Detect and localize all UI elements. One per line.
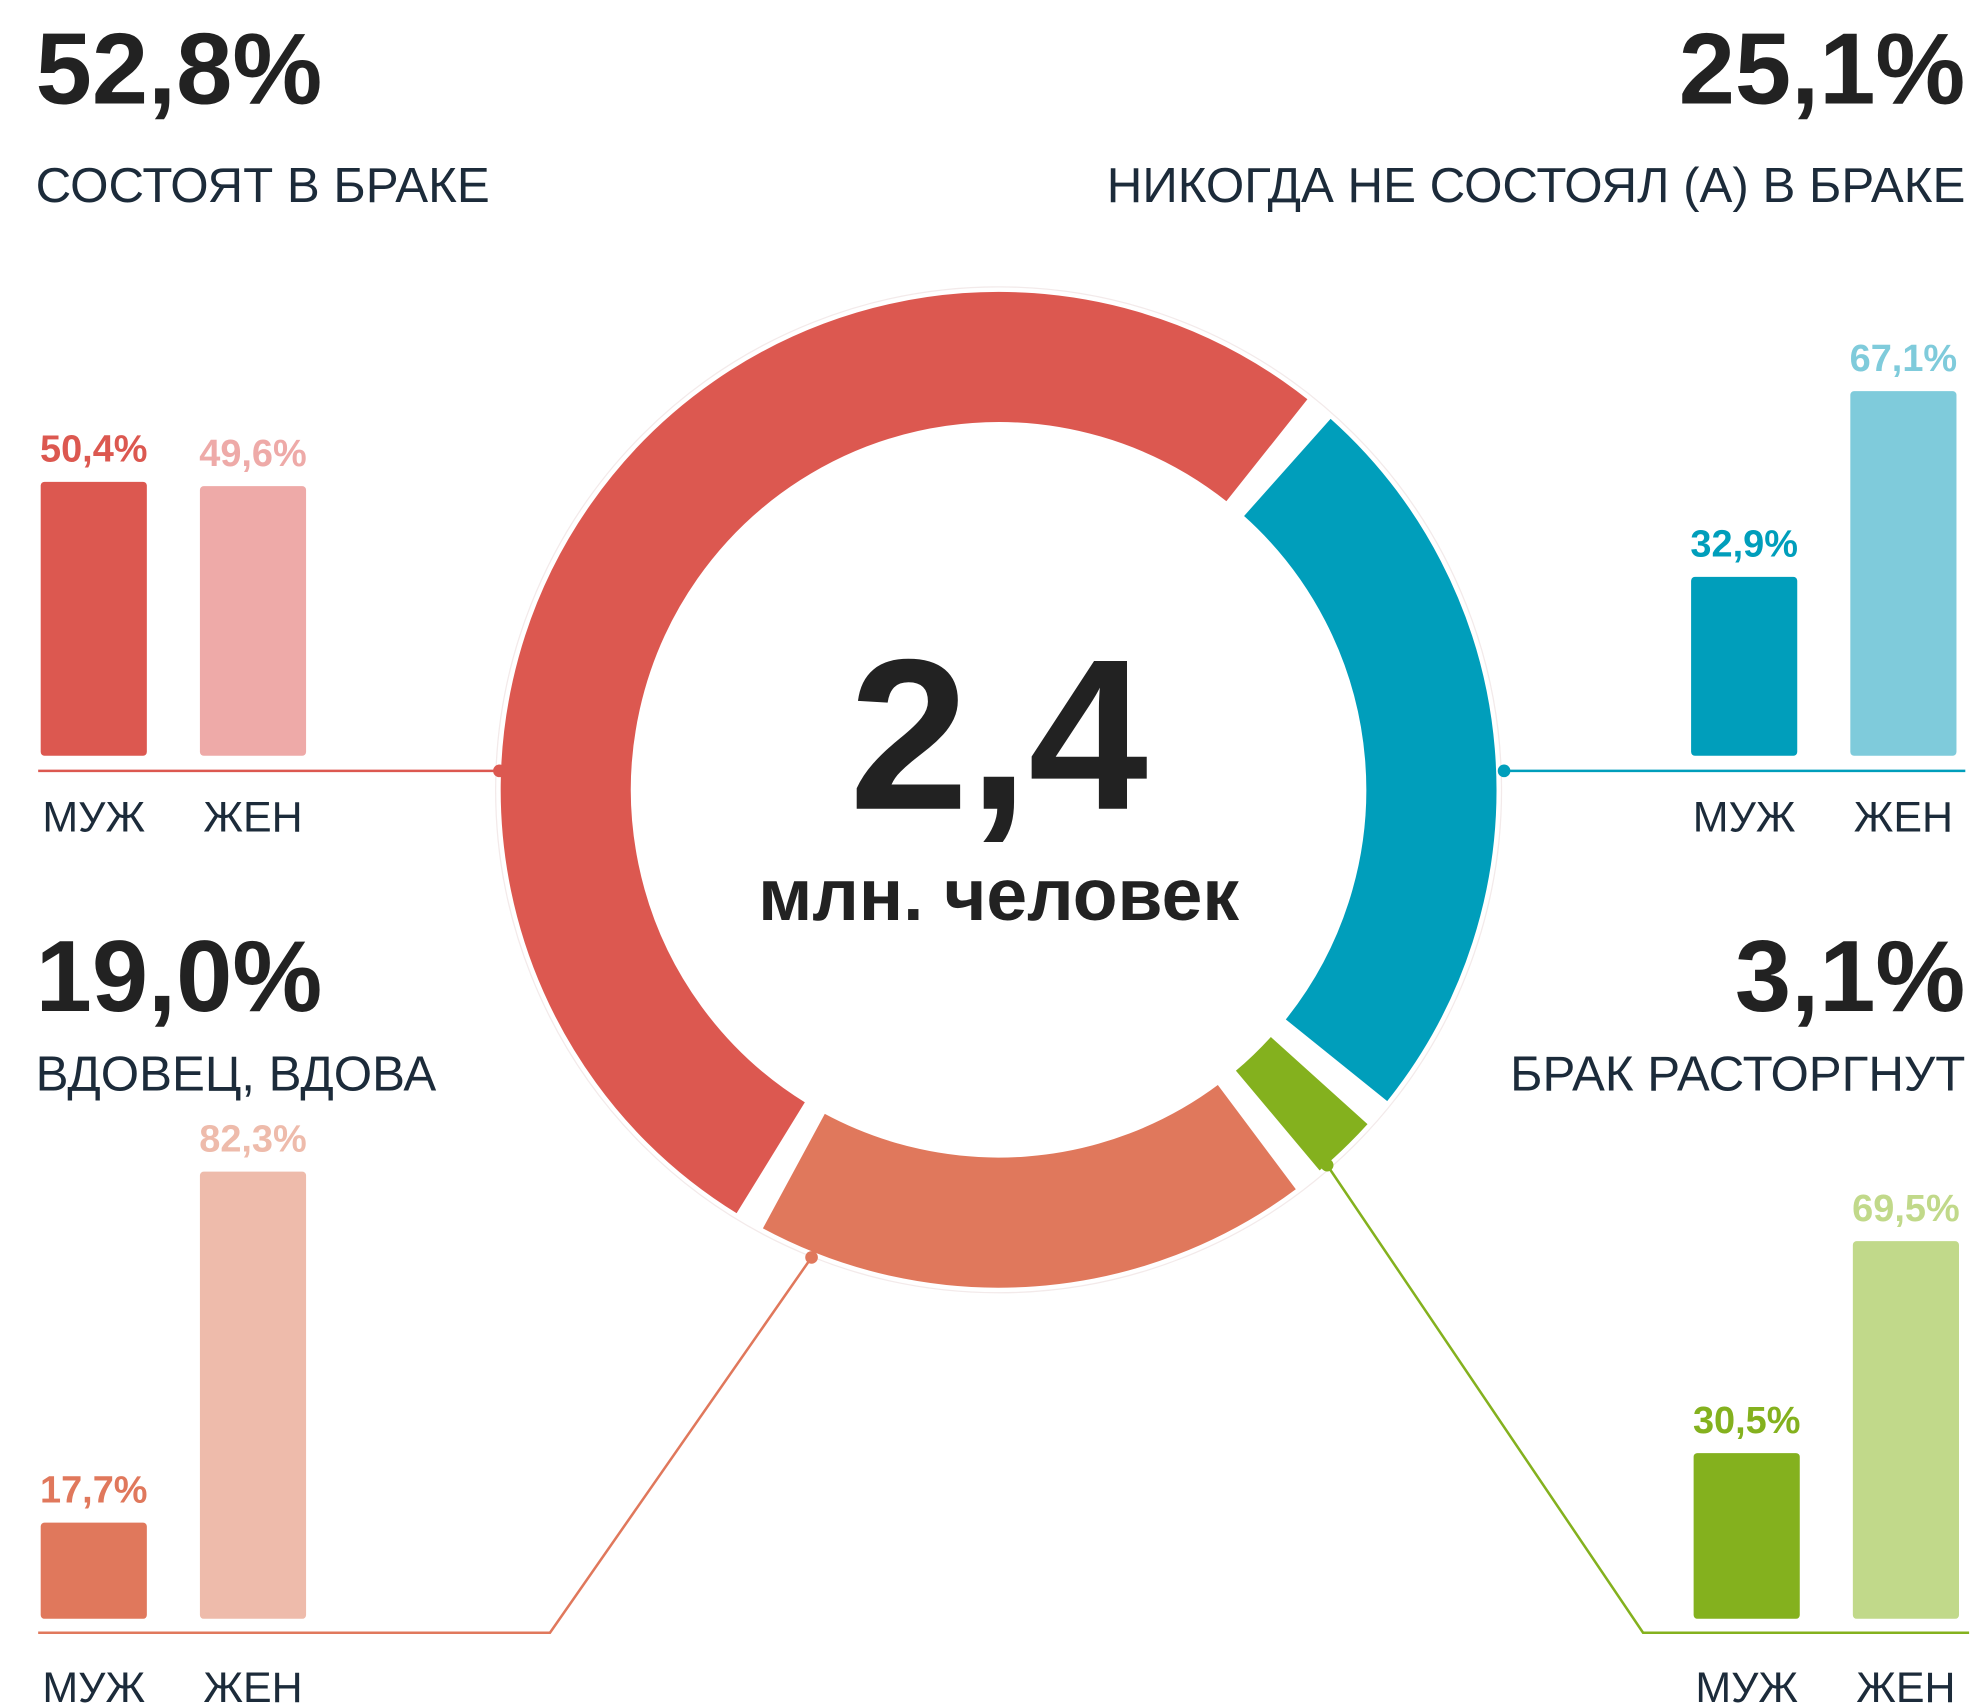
segment-value: 52,8% [36, 13, 323, 126]
segment-title: БРАК РАСТОРГНУТ [1510, 1047, 1965, 1102]
segment-value: 25,1% [1679, 13, 1966, 126]
bar [199, 486, 307, 756]
segment-title: ВДОВЕЦ, ВДОВА [36, 1047, 437, 1102]
bar [40, 481, 147, 756]
donut-segment [1241, 415, 1499, 1105]
bar [199, 1171, 307, 1619]
bar-category: ЖЕН [203, 794, 302, 842]
center-value: 2,4 [849, 615, 1148, 855]
bar-category: МУЖ [42, 1664, 145, 1706]
segment-value: 3,1% [1735, 920, 1965, 1033]
bar-value-label: 50,4% [40, 429, 147, 471]
leader-dot [493, 764, 506, 778]
bar-category: МУЖ [1693, 794, 1796, 842]
segment-value: 19,0% [36, 920, 323, 1033]
leader-dot [1497, 764, 1511, 778]
segment-title: НИКОГДА НЕ СОСТОЯЛ (А) В БРАКЕ [1107, 158, 1966, 213]
leader-dot [1320, 1158, 1334, 1172]
bar-value-label: 17,7% [40, 1469, 147, 1511]
bar-value-label: 32,9% [1690, 524, 1797, 566]
bar-category: ЖЕН [203, 1664, 302, 1706]
bar [1693, 1453, 1800, 1619]
bar-category: МУЖ [1695, 1664, 1798, 1706]
bar-value-label: 30,5% [1693, 1400, 1800, 1442]
donut-segment [759, 1081, 1299, 1291]
bar [1852, 1241, 1959, 1619]
leader-line [38, 1256, 813, 1634]
bar-category: МУЖ [42, 794, 145, 842]
bar [1850, 391, 1957, 756]
bar [40, 1522, 147, 1619]
segment-title: СОСТОЯТ В БРАКЕ [36, 158, 490, 213]
donut-segment [498, 289, 1311, 1217]
leader-line [1326, 1164, 1970, 1634]
bar-value-label: 49,6% [199, 433, 306, 475]
bar-category: ЖЕН [1854, 794, 1953, 842]
donut-outline [494, 286, 1503, 1294]
leader-dot [805, 1251, 818, 1264]
center-label: млн. человек [758, 854, 1239, 936]
bar [1691, 576, 1798, 756]
bar-value-label: 67,1% [1850, 338, 1957, 380]
bar-value-label: 82,3% [199, 1118, 306, 1160]
bar-category: ЖЕН [1856, 1664, 1955, 1706]
bar-value-label: 69,5% [1852, 1188, 1959, 1230]
donut-segment [1232, 1033, 1371, 1174]
